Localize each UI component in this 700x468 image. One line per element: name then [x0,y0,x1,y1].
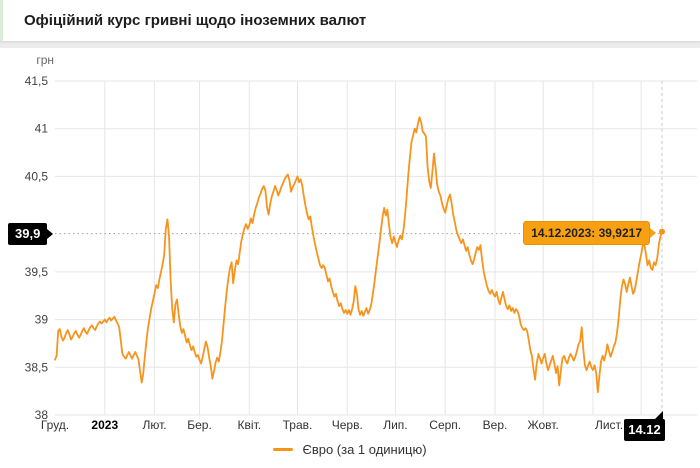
legend-series-label[interactable]: Євро (за 1 одиницю) [302,442,427,457]
x-axis-label: Лют. [142,418,166,432]
page-title: Офіційний курс гривні щодо іноземних вал… [24,12,367,29]
up-right-arrow-icon [654,411,663,420]
current-date-axis-label: 14.12 [624,411,665,441]
series-line [54,116,663,394]
y-tick-label: 38,5 [25,360,49,374]
x-axis-label: Бер. [187,418,212,432]
current-date-axis-label-text: 14.12 [628,422,661,437]
chart-header: Офіційний курс гривні щодо іноземних вал… [0,0,700,41]
x-axis-label: Трав. [283,418,313,432]
right-arrow-icon [47,228,54,239]
y-axis-unit-label: грн [36,53,54,67]
x-axis-label: Лист. [595,418,623,432]
chart-legend: Євро (за 1 одиницю) [0,442,700,457]
y-tick-label: 39,5 [25,265,49,279]
y-tick-label: 39 [35,313,49,327]
y-tick-label: 41 [35,122,49,136]
x-axis-label: Квіт. [238,418,262,432]
x-axis-label: Вер. [483,418,508,432]
exchange-rate-chart[interactable]: 41,5 41 40,5 39,5 39 38,5 38 грн Груд. 2023 Лют. Бе… [0,48,700,468]
chart-card: 41,5 41 40,5 39,5 39 38,5 38 грн Груд. 2023 Лют. Бе… [0,48,700,468]
last-point-marker [659,228,665,235]
current-rate-axis-label-text: 39,9 [8,222,48,245]
y-tick-label: 38 [35,408,49,422]
current-rate-axis-label: 39,9 [8,222,54,245]
x-axis-label: Черв. [332,418,363,432]
right-arrow-icon [650,227,656,238]
tooltip-text: 14.12.2023: 39,9217 [523,220,650,245]
x-axis-label: Серп. [429,418,461,432]
y-tick-label: 40,5 [25,169,49,183]
x-axis-label: Лип. [383,418,407,432]
legend-line-swatch [273,448,294,451]
x-axis-label: 2023 [91,418,118,432]
x-axis-label: Жовт. [528,418,559,432]
y-tick-label: 41,5 [25,74,49,88]
x-axis-label: Груд. [41,418,69,432]
tooltip: 14.12.2023: 39,9217 [523,220,656,245]
